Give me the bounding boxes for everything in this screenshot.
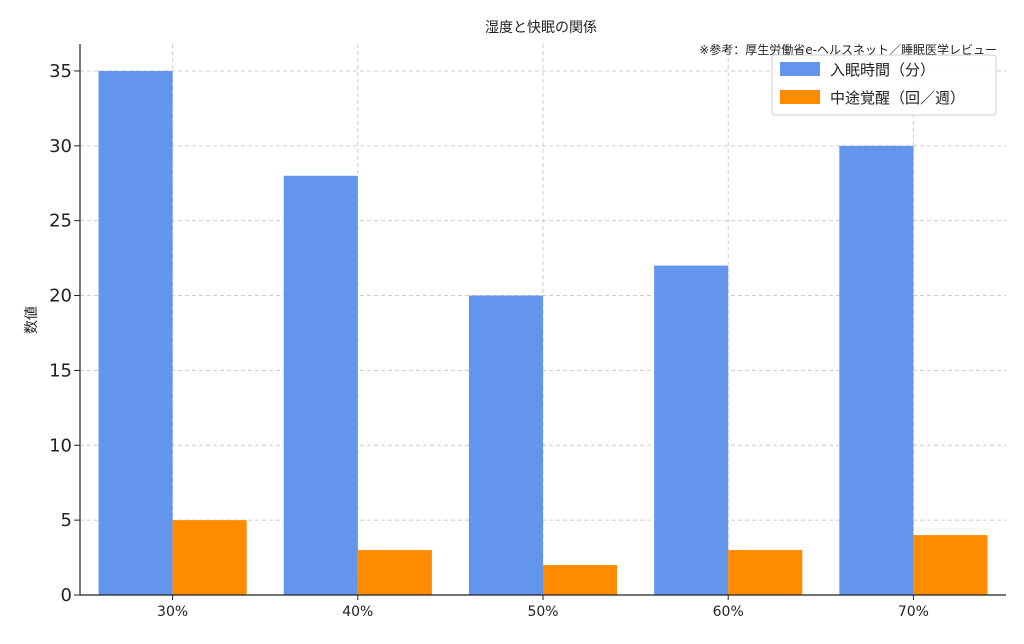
- y-tick-label: 10: [49, 435, 72, 456]
- y-tick-label: 35: [49, 61, 72, 82]
- y-axis-label: 数値: [24, 306, 40, 334]
- bar: [728, 550, 803, 595]
- source-note: ※参考：厚生労働省e-ヘルスネット／睡眠医学レビュー: [699, 42, 997, 57]
- bar: [357, 550, 432, 595]
- bar: [654, 265, 729, 595]
- bar: [913, 535, 988, 595]
- chart-title: 湿度と快眠の関係: [485, 20, 597, 36]
- bar: [98, 70, 173, 595]
- axis-layer: 0 5 10 15 20 25 30 35 30% 40% 50% 60% 70%: [49, 44, 1006, 620]
- x-tick-label: 70%: [898, 604, 929, 620]
- bar: [543, 565, 618, 595]
- y-tick-label: 15: [49, 360, 72, 381]
- legend-label: 中途覚醒（回／週）: [830, 89, 965, 107]
- legend-box: [771, 54, 997, 116]
- bar: [172, 520, 247, 595]
- y-tick-label: 0: [61, 585, 72, 606]
- bar: [283, 175, 358, 595]
- y-tick-label: 30: [49, 136, 72, 157]
- x-tick-label: 50%: [527, 604, 558, 620]
- legend-label: 入眠時間（分）: [830, 61, 935, 79]
- x-tick-label: 30%: [157, 604, 188, 620]
- bar: [839, 145, 914, 595]
- x-tick-label: 60%: [713, 604, 744, 620]
- legend-swatch: [780, 62, 820, 76]
- y-tick-label: 5: [61, 510, 72, 531]
- legend: 入眠時間（分） 中途覚醒（回／週）: [771, 54, 997, 116]
- bar-layer: [98, 70, 988, 595]
- legend-swatch: [780, 90, 820, 104]
- y-tick-label: 25: [49, 211, 72, 232]
- bar: [468, 295, 543, 595]
- y-tick-label: 20: [49, 286, 72, 307]
- x-tick-label: 40%: [342, 604, 373, 620]
